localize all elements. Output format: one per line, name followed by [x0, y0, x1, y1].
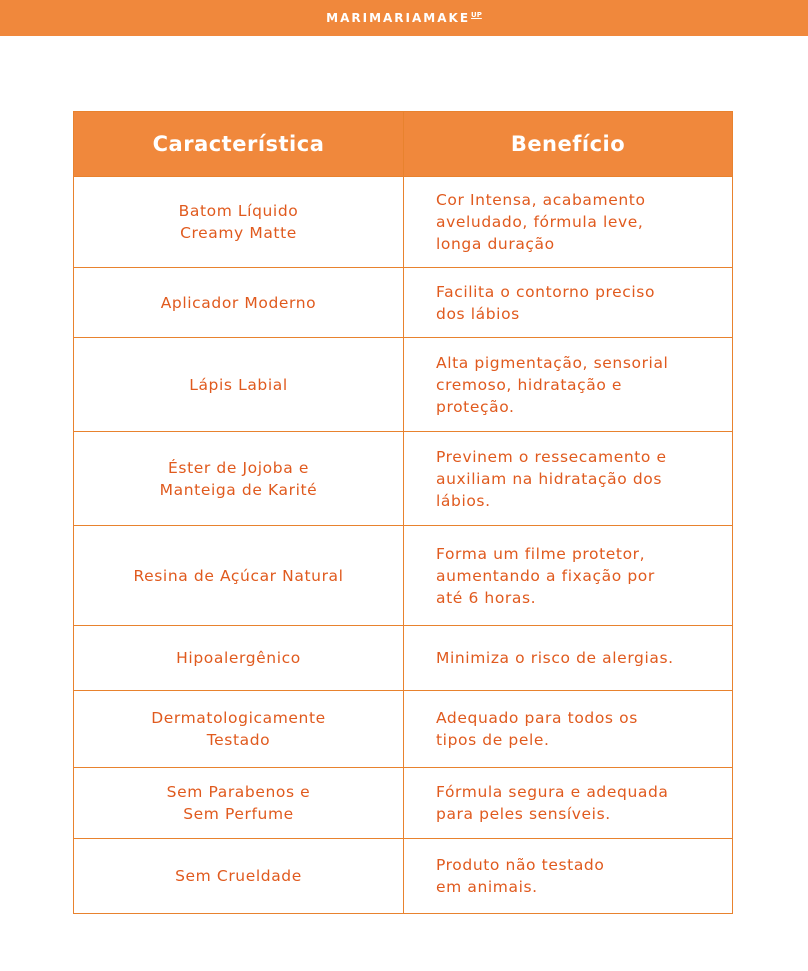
feature-cell: Resina de Açúcar Natural: [73, 525, 404, 626]
feature-cell: Lápis Labial: [73, 337, 404, 432]
table-header-row: Característica Benefício: [73, 111, 733, 177]
table-row: Sem Crueldade Produto não testado em anim…: [73, 838, 733, 914]
benefit-cell: Forma um filme protetor, aumentando a fi…: [403, 525, 733, 626]
brand-name: MARIMARIAMAKE: [326, 11, 471, 25]
benefit-cell: Cor Intensa, acabamento aveludado, fórmu…: [403, 176, 733, 268]
benefit-cell: Produto não testado em animais.: [403, 838, 733, 914]
feature-cell: Hipoalergênico: [73, 625, 404, 691]
table-row: Éster de Jojoba e Manteiga de Karité Prev…: [73, 431, 733, 526]
benefit-cell: Fórmula segura e adequada para peles sen…: [403, 767, 733, 839]
benefit-cell: Alta pigmentação, sensorial cremoso, hid…: [403, 337, 733, 432]
benefit-cell: Previnem o ressecamento e auxiliam na hi…: [403, 431, 733, 526]
feature-cell: Sem Crueldade: [73, 838, 404, 914]
top-banner: MARIMARIAMAKEUP: [0, 0, 808, 36]
header-benefit: Benefício: [403, 111, 733, 177]
table-row: Lápis Labial Alta pigmentação, sensorial …: [73, 337, 733, 432]
table-row: Aplicador Moderno Facilita o contorno pre…: [73, 267, 733, 338]
feature-cell: Aplicador Moderno: [73, 267, 404, 338]
features-table: Característica Benefício Batom Líquido C…: [73, 111, 733, 914]
brand-logo: MARIMARIAMAKEUP: [326, 11, 482, 25]
benefit-cell: Adequado para todos os tipos de pele.: [403, 690, 733, 768]
brand-sup: UP: [471, 11, 482, 19]
feature-cell: Dermatologicamente Testado: [73, 690, 404, 768]
benefit-cell: Facilita o contorno preciso dos lábios: [403, 267, 733, 338]
table-row: Hipoalergênico Minimiza o risco de alergi…: [73, 625, 733, 691]
feature-cell: Batom Líquido Creamy Matte: [73, 176, 404, 268]
benefit-cell: Minimiza o risco de alergias.: [403, 625, 733, 691]
header-feature: Característica: [73, 111, 404, 177]
table-row: Sem Parabenos e Sem Perfume Fórmula segur…: [73, 767, 733, 839]
table-row: Dermatologicamente Testado Adequado para …: [73, 690, 733, 768]
table-row: Batom Líquido Creamy Matte Cor Intensa, a…: [73, 176, 733, 268]
table-row: Resina de Açúcar Natural Forma um filme p…: [73, 525, 733, 626]
feature-cell: Sem Parabenos e Sem Perfume: [73, 767, 404, 839]
feature-cell: Éster de Jojoba e Manteiga de Karité: [73, 431, 404, 526]
